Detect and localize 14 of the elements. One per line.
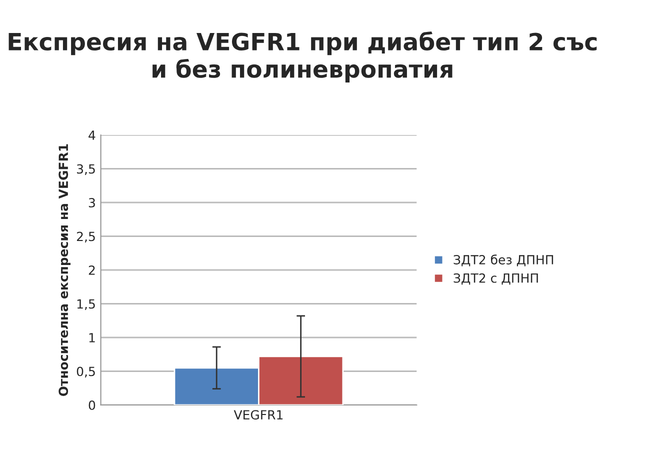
y-tick-label: 4 (88, 130, 96, 140)
y-tick-label: 0 (88, 400, 96, 410)
y-tick-label: 1 (89, 333, 95, 342)
y-tick-label: 3 (88, 198, 95, 208)
y-tick-label: 1,5 (77, 299, 95, 310)
y-tick-label: 2 (88, 265, 95, 275)
y-tick-label: 0,5 (76, 366, 95, 378)
y-tick-label: 3,5 (77, 164, 95, 175)
y-tick-label: 2,5 (76, 232, 95, 242)
chart-title: Експресия на VEGFR1 при диабет тип 2 със и без полиневропатия (8, 32, 597, 82)
y-axis-title: Относителна експресия на VEGFR1 (58, 144, 71, 396)
x-tick-label: VEGFR1 (234, 410, 283, 420)
legend-label: ЗДТ2 без ДПНП (454, 254, 554, 266)
legend-label: ЗДТ2 с ДПНП (454, 273, 538, 285)
